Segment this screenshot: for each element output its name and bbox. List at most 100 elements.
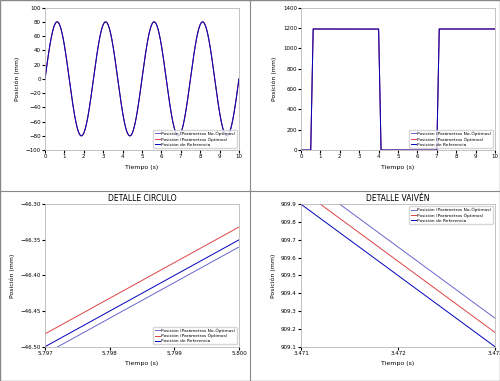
Posición de Referencia [224, 134, 230, 138]
Posición (Parámetros No-Óptimos) [450, 285, 456, 289]
Posición de Referencia [404, 148, 409, 152]
Posición (Parámetros No-Óptimos) [298, 148, 304, 152]
Posición (Parámetros Óptimos) [431, 285, 437, 290]
X-axis label: Tiempo (s): Tiempo (s) [382, 362, 414, 367]
X-axis label: Tiempo (s): Tiempo (s) [126, 165, 158, 170]
Posición (Parámetros Óptimos) [120, 288, 126, 293]
Posición (Parámetros No-Óptimos) [344, 27, 350, 31]
Posición de Referencia [236, 238, 242, 242]
Posición de Referencia [450, 313, 456, 318]
Posición (Parámetros No-Óptimos) [166, 91, 172, 96]
Posición (Parámetros No-Óptimos) [384, 236, 390, 241]
Posición (Parámetros Óptimos) [224, 134, 230, 138]
Posición de Referencia [186, 89, 192, 93]
Line: Posición (Parámetros Óptimos): Posición (Parámetros Óptimos) [301, 29, 495, 150]
Posición de Referencia [42, 344, 48, 349]
Posición de Referencia [128, 297, 134, 302]
Posición (Parámetros Óptimos) [54, 19, 60, 24]
Posición (Parámetros No-Óptimos) [224, 134, 230, 138]
Posición (Parámetros No-Óptimos) [298, 173, 304, 178]
Posición (Parámetros No-Óptimos) [52, 22, 58, 27]
Posición (Parámetros Óptimos) [450, 299, 456, 303]
Posición (Parámetros Óptimos) [318, 202, 324, 207]
Posición (Parámetros Óptimos) [404, 148, 409, 152]
Title: DETALLE VAIVÉN: DETALLE VAIVÉN [366, 194, 430, 203]
Posición (Parámetros Óptimos) [442, 27, 448, 31]
Y-axis label: Posición (mm): Posición (mm) [270, 253, 276, 298]
Posición (Parámetros No-Óptimos) [196, 266, 202, 271]
Posición (Parámetros Óptimos) [42, 77, 48, 81]
Posición de Referencia [311, 27, 317, 31]
Posición (Parámetros No-Óptimos) [453, 287, 459, 292]
Posición (Parámetros Óptimos) [310, 27, 316, 31]
Posición (Parámetros No-Óptimos) [431, 271, 437, 276]
Line: Posición (Parámetros Óptimos): Posición (Parámetros Óptimos) [301, 190, 495, 333]
Posición (Parámetros No-Óptimos) [372, 27, 378, 31]
Posición (Parámetros No-Óptimos) [112, 59, 118, 63]
Posición de Referencia [194, 261, 200, 266]
Posición (Parámetros No-Óptimos) [54, 19, 60, 24]
Posición (Parámetros No-Óptimos) [310, 27, 316, 31]
Posición (Parámetros Óptimos) [372, 27, 378, 31]
Posición (Parámetros No-Óptimos) [194, 268, 200, 273]
Posición (Parámetros Óptimos) [415, 148, 421, 152]
Posición (Parámetros No-Óptimos) [236, 77, 242, 81]
Posición (Parámetros No-Óptimos) [62, 341, 68, 345]
Posición de Referencia [54, 19, 60, 24]
Posición de Referencia [52, 22, 58, 27]
Posición de Referencia [157, 34, 163, 39]
Posición de Referencia [298, 148, 304, 152]
Posición de Referencia [492, 27, 498, 31]
Posición (Parámetros No-Óptimos) [415, 148, 421, 152]
Line: Posición de Referencia: Posición de Referencia [301, 204, 495, 347]
Posición (Parámetros No-Óptimos) [404, 148, 409, 152]
X-axis label: Tiempo (s): Tiempo (s) [382, 165, 414, 170]
Line: Posición (Parámetros No-Óptimos): Posición (Parámetros No-Óptimos) [301, 29, 495, 150]
Posición (Parámetros Óptimos) [492, 330, 498, 335]
Y-axis label: Posición (mm): Posición (mm) [14, 57, 20, 101]
Line: Posición de Referencia: Posición de Referencia [45, 22, 239, 136]
Posición (Parámetros No-Óptimos) [376, 231, 382, 235]
Line: Posición (Parámetros No-Óptimos): Posición (Parámetros No-Óptimos) [45, 247, 239, 354]
Line: Posición (Parámetros No-Óptimos): Posición (Parámetros No-Óptimos) [45, 22, 239, 136]
Posición (Parámetros No-Óptimos) [492, 316, 498, 320]
Posición de Referencia [318, 216, 324, 221]
Posición de Referencia [196, 259, 202, 264]
Posición (Parámetros Óptimos) [298, 188, 304, 192]
Posición (Parámetros No-Óptimos) [42, 352, 48, 356]
Posición (Parámetros Óptimos) [453, 301, 459, 306]
Posición (Parámetros No-Óptimos) [157, 34, 163, 39]
Posición (Parámetros Óptimos) [298, 148, 304, 152]
Posición (Parámetros Óptimos) [157, 34, 163, 39]
Posición (Parámetros No-Óptimos) [196, 25, 202, 30]
Posición (Parámetros Óptimos) [42, 331, 48, 336]
Posición de Referencia [442, 27, 448, 31]
Posición (Parámetros No-Óptimos) [236, 245, 242, 249]
Posición (Parámetros Óptimos) [376, 245, 382, 250]
Posición (Parámetros No-Óptimos) [120, 308, 126, 313]
Posición de Referencia [384, 265, 390, 269]
Posición de Referencia [175, 271, 181, 275]
Posición (Parámetros No-Óptimos) [128, 304, 134, 309]
Posición (Parámetros No-Óptimos) [318, 188, 324, 192]
Line: Posición (Parámetros Óptimos): Posición (Parámetros Óptimos) [45, 22, 239, 136]
Posición (Parámetros Óptimos) [186, 89, 192, 93]
Posición de Referencia [166, 91, 172, 96]
Posición (Parámetros Óptimos) [236, 77, 242, 81]
Posición de Referencia [62, 333, 68, 338]
Legend: Posición (Parámetros No-Óptimos), Posición (Parámetros Óptimos), Posición de Ref: Posición (Parámetros No-Óptimos), Posici… [154, 327, 236, 344]
Posición de Referencia [492, 344, 498, 349]
Posición de Referencia [42, 77, 48, 81]
Posición (Parámetros Óptimos) [344, 27, 350, 31]
Line: Posición de Referencia: Posición de Referencia [45, 240, 239, 347]
Posición de Referencia [236, 77, 242, 81]
Posición de Referencia [112, 59, 118, 63]
Posición (Parámetros Óptimos) [166, 91, 172, 96]
Posición (Parámetros Óptimos) [128, 285, 134, 289]
Legend: Posición (Parámetros No-Óptimos), Posición (Parámetros Óptimos), Posición de Ref: Posición (Parámetros No-Óptimos), Posici… [410, 207, 493, 224]
Posición (Parámetros Óptimos) [52, 22, 58, 27]
Posición (Parámetros No-Óptimos) [175, 278, 181, 283]
X-axis label: Tiempo (s): Tiempo (s) [126, 362, 158, 367]
Posición (Parámetros Óptimos) [194, 248, 200, 253]
Posición (Parámetros Óptimos) [492, 27, 498, 31]
